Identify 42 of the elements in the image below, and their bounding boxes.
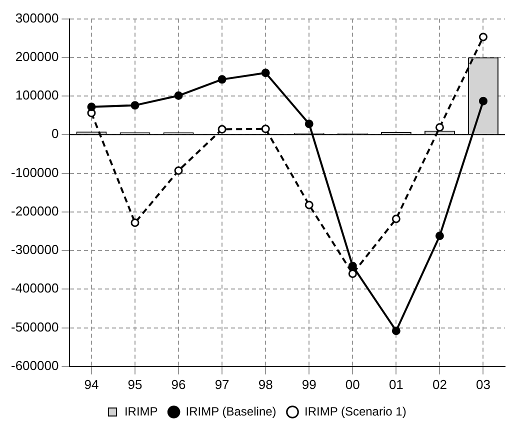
point: [261, 68, 270, 78]
point: [478, 96, 488, 106]
point: [174, 166, 183, 175]
y-tick-label: 200000: [15, 49, 59, 64]
point: [130, 218, 140, 227]
point: [435, 232, 444, 240]
y-tick-label: -100000: [10, 164, 59, 180]
point: [435, 123, 444, 132]
point: [174, 91, 183, 100]
point: [261, 124, 270, 134]
y-tick-label: -600000: [10, 358, 59, 373]
x-tick-label: 02: [432, 376, 447, 392]
point: [348, 269, 357, 278]
y-tick-label: -200000: [10, 203, 59, 218]
point: [478, 32, 488, 42]
x-tick-label: 00: [345, 376, 360, 392]
y-tick-label: 100000: [15, 88, 59, 103]
point: [392, 326, 400, 336]
legend-label: IRIMP (Scenario 1): [304, 404, 406, 418]
point: [87, 102, 96, 112]
x-tick-label: 94: [84, 376, 99, 392]
point: [218, 75, 226, 84]
y-tick-label: -400000: [10, 280, 59, 296]
y-tick-label: -500000: [10, 319, 59, 334]
point: [392, 214, 400, 224]
x-tick-label: 98: [258, 376, 273, 392]
legend-label: IRIMP (Baseline): [186, 404, 276, 418]
point: [304, 200, 314, 210]
x-tick-label: 97: [214, 376, 230, 392]
x-tick-label: 95: [128, 376, 142, 392]
y-tick-label: -300000: [10, 242, 59, 258]
y-tick-label: 300000: [15, 10, 59, 26]
point: [348, 262, 357, 270]
x-tick-label: 03: [476, 376, 490, 392]
point: [218, 125, 226, 134]
y-tick-label: 0: [51, 126, 59, 142]
point: [304, 120, 314, 128]
x-tick-label: 01: [388, 376, 404, 392]
x-tick-label: 96: [171, 376, 186, 392]
point: [130, 101, 140, 110]
legend-label: IRIMP: [124, 404, 158, 418]
x-tick-label: 99: [302, 376, 316, 392]
